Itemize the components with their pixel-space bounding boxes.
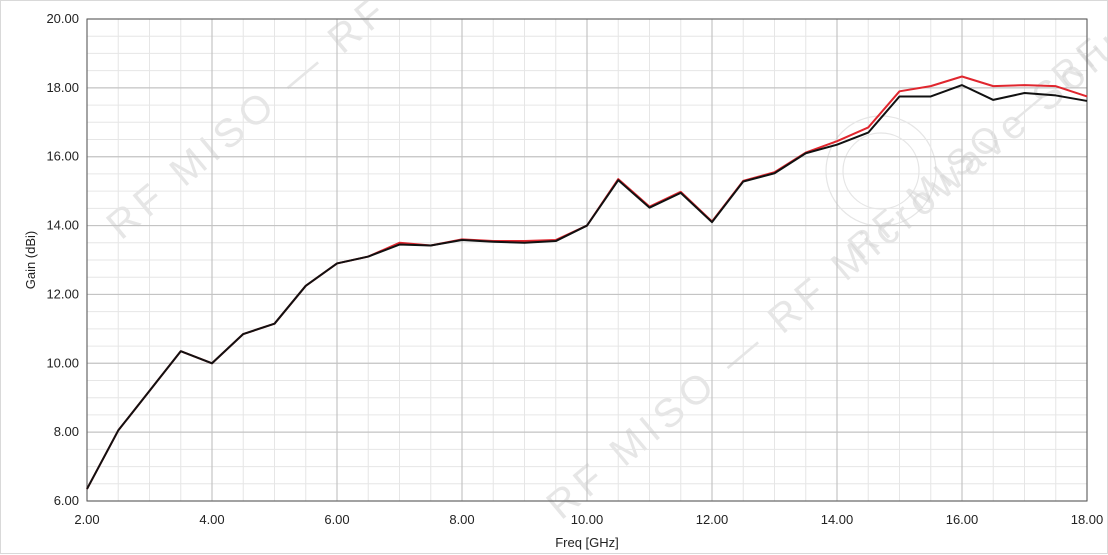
x-axis-ticks: 2.00 4.00 6.00 8.00 10.00 12.00 14.00 16.00 18.0…	[74, 512, 1103, 527]
y-tick-label: 14.00	[46, 218, 79, 233]
watermark-text-1: RF MISO — RF Microwave Solution	[99, 1, 760, 248]
series-line-2	[86, 84, 1088, 490]
x-tick-label: 8.00	[449, 512, 474, 527]
y-tick-label: 8.00	[54, 424, 79, 439]
x-axis-label: Freq [GHz]	[555, 535, 619, 550]
y-tick-label: 12.00	[46, 286, 79, 301]
y-tick-label: 16.00	[46, 149, 79, 164]
x-tick-label: 14.00	[821, 512, 854, 527]
y-tick-label: 20.00	[46, 11, 79, 26]
series-lines	[86, 75, 1088, 490]
watermark-text-3: RF MISO — RF Microwave Solution	[840, 1, 1108, 267]
y-tick-label: 10.00	[46, 355, 79, 370]
x-tick-label: 4.00	[199, 512, 224, 527]
y-tick-label: 6.00	[54, 493, 79, 508]
watermark-logo-ring-inner	[842, 132, 920, 210]
x-tick-label: 18.00	[1071, 512, 1104, 527]
y-tick-label: 18.00	[46, 80, 79, 95]
y-axis-label: Gain (dBi)	[23, 231, 38, 290]
x-tick-label: 10.00	[571, 512, 604, 527]
x-tick-label: 6.00	[324, 512, 349, 527]
plot-area-border	[86, 18, 1088, 502]
x-tick-label: 16.00	[946, 512, 979, 527]
x-tick-label: 12.00	[696, 512, 729, 527]
y-axis-ticks: 6.00 8.00 10.00 12.00 14.00 16.00 18.00 20.00	[46, 11, 79, 508]
x-tick-label: 2.00	[74, 512, 99, 527]
